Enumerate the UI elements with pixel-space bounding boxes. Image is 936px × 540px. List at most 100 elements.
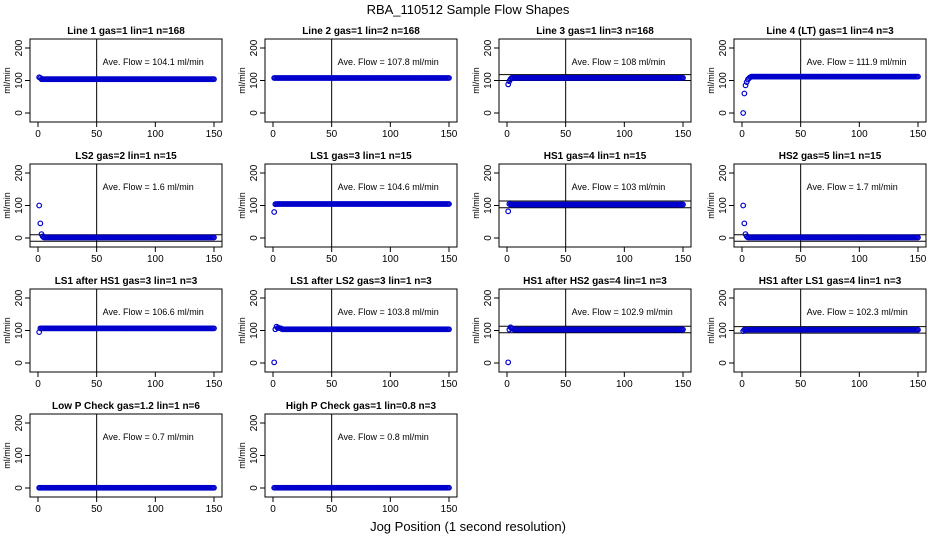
- x-tick-label: 50: [91, 379, 103, 390]
- panel-title: LS2 gas=2 lin=1 n=15: [75, 151, 177, 162]
- panel-title: Line 2 gas=1 lin=2 n=168: [302, 26, 420, 37]
- chart-panel: HS1 after HS2 gas=4 lin=1 n=3 0 50 100 150 0 1…: [471, 276, 692, 390]
- panel-title: HS1 after LS1 gas=4 lin=1 n=3: [759, 276, 902, 287]
- x-tick-label: 100: [382, 504, 399, 515]
- average-flow-annotation: Ave. Flow = 104.1 ml/min: [103, 57, 204, 67]
- x-tick-label: 100: [147, 504, 164, 515]
- y-tick-label: 100: [718, 197, 729, 214]
- x-tick-label: 0: [35, 504, 41, 515]
- x-axis-title: Jog Position (1 second resolution): [370, 519, 566, 534]
- x-tick-label: 100: [382, 379, 399, 390]
- average-flow-annotation: Ave. Flow = 106.6 ml/min: [103, 307, 204, 317]
- x-tick-label: 50: [560, 254, 572, 265]
- x-tick-label: 100: [616, 379, 633, 390]
- data-point: [680, 326, 686, 333]
- average-flow-annotation: Ave. Flow = 107.8 ml/min: [338, 57, 439, 67]
- average-flow-annotation: Ave. Flow = 108 ml/min: [572, 57, 666, 67]
- y-tick-label: 100: [14, 447, 25, 464]
- x-tick-label: 0: [504, 129, 510, 140]
- average-flow-annotation: Ave. Flow = 103.8 ml/min: [338, 307, 439, 317]
- y-tick-label: 100: [14, 322, 25, 339]
- average-flow-annotation: Ave. Flow = 0.8 ml/min: [338, 432, 429, 442]
- data-point: [505, 208, 512, 215]
- y-tick-label: 200: [718, 289, 729, 306]
- x-tick-label: 150: [910, 254, 927, 265]
- chart-panel: Line 3 gas=1 lin=3 n=168 0 50 100 150 0 100 200…: [471, 26, 692, 140]
- chart-panel: LS2 gas=2 lin=1 n=15 0 50 100 150 0 100 200 ml/m…: [2, 151, 223, 265]
- panel-title: High P Check gas=1 lin=0.8 n=3: [286, 401, 437, 412]
- x-tick-label: 0: [739, 379, 745, 390]
- data-point: [741, 220, 748, 227]
- x-tick-label: 0: [739, 254, 745, 265]
- data-point: [740, 110, 747, 116]
- data-point: [446, 326, 452, 333]
- average-flow-annotation: Ave. Flow = 1.7 ml/min: [807, 182, 898, 192]
- x-tick-label: 100: [851, 379, 868, 390]
- x-tick-label: 150: [206, 129, 223, 140]
- x-tick-label: 50: [326, 129, 338, 140]
- x-tick-label: 0: [504, 254, 510, 265]
- y-tick-label: 200: [249, 414, 260, 431]
- x-tick-label: 50: [795, 254, 807, 265]
- average-flow-annotation: Ave. Flow = 111.9 ml/min: [807, 57, 907, 67]
- chart-panel: Low P Check gas=1.2 lin=1 n=6 0 50 100 150 0 1…: [2, 401, 223, 515]
- y-axis-label: ml/min: [471, 317, 481, 344]
- data-point: [36, 202, 43, 209]
- x-tick-label: 100: [616, 254, 633, 265]
- y-tick-label: 200: [483, 289, 494, 306]
- plot-frame: [264, 413, 458, 498]
- x-tick-label: 100: [147, 379, 164, 390]
- data-point: [915, 234, 921, 241]
- plot-frame: [733, 38, 927, 123]
- average-flow-annotation: Ave. Flow = 1.6 ml/min: [103, 182, 194, 192]
- y-tick-label: 0: [718, 110, 729, 116]
- y-tick-label: 0: [14, 235, 25, 241]
- data-point: [915, 73, 921, 80]
- x-tick-label: 150: [910, 129, 927, 140]
- y-axis-label: ml/min: [237, 67, 247, 94]
- data-point: [211, 484, 217, 491]
- chart-panel: HS1 gas=4 lin=1 n=15 0 50 100 150 0 100 200 ml/m…: [471, 151, 692, 265]
- x-tick-label: 50: [91, 504, 103, 515]
- x-tick-label: 0: [270, 254, 276, 265]
- x-tick-label: 150: [441, 379, 458, 390]
- data-point: [740, 202, 747, 209]
- y-tick-label: 100: [483, 72, 494, 89]
- x-tick-label: 100: [147, 129, 164, 140]
- data-point: [505, 81, 512, 88]
- x-tick-label: 50: [91, 129, 103, 140]
- y-axis-label: ml/min: [2, 67, 12, 94]
- y-tick-label: 200: [483, 39, 494, 56]
- x-tick-label: 0: [739, 129, 745, 140]
- x-tick-label: 100: [616, 129, 633, 140]
- y-axis-label: ml/min: [237, 442, 247, 469]
- panel-title: Line 1 gas=1 lin=1 n=168: [67, 26, 185, 37]
- data-point: [446, 75, 452, 81]
- y-tick-label: 0: [249, 485, 260, 491]
- x-tick-label: 100: [147, 254, 164, 265]
- y-tick-label: 0: [14, 485, 25, 491]
- panel-title: Line 3 gas=1 lin=3 n=168: [536, 26, 654, 37]
- chart-panel: High P Check gas=1 lin=0.8 n=3 0 50 100 150 0…: [237, 401, 458, 515]
- y-tick-label: 100: [14, 72, 25, 89]
- plot-frame: [29, 413, 223, 498]
- x-tick-label: 0: [504, 379, 510, 390]
- y-tick-label: 0: [718, 360, 729, 366]
- x-tick-label: 150: [675, 129, 692, 140]
- y-axis-label: ml/min: [706, 67, 716, 94]
- x-tick-label: 0: [35, 129, 41, 140]
- y-tick-label: 200: [718, 39, 729, 56]
- x-tick-label: 100: [851, 129, 868, 140]
- x-tick-label: 50: [91, 254, 103, 265]
- x-tick-label: 150: [206, 379, 223, 390]
- data-point: [211, 234, 217, 241]
- y-tick-label: 200: [14, 414, 25, 431]
- chart-panel: Line 4 (LT) gas=1 lin=4 n=3 0 50 100 150 0 100…: [706, 26, 927, 140]
- y-tick-label: 100: [483, 322, 494, 339]
- data-point: [37, 220, 44, 227]
- chart-panel: LS1 after HS1 gas=3 lin=1 n=3 0 50 100 150 0 1…: [2, 276, 223, 390]
- y-tick-label: 200: [14, 39, 25, 56]
- y-tick-label: 100: [249, 322, 260, 339]
- y-tick-label: 0: [249, 110, 260, 116]
- y-tick-label: 200: [718, 164, 729, 181]
